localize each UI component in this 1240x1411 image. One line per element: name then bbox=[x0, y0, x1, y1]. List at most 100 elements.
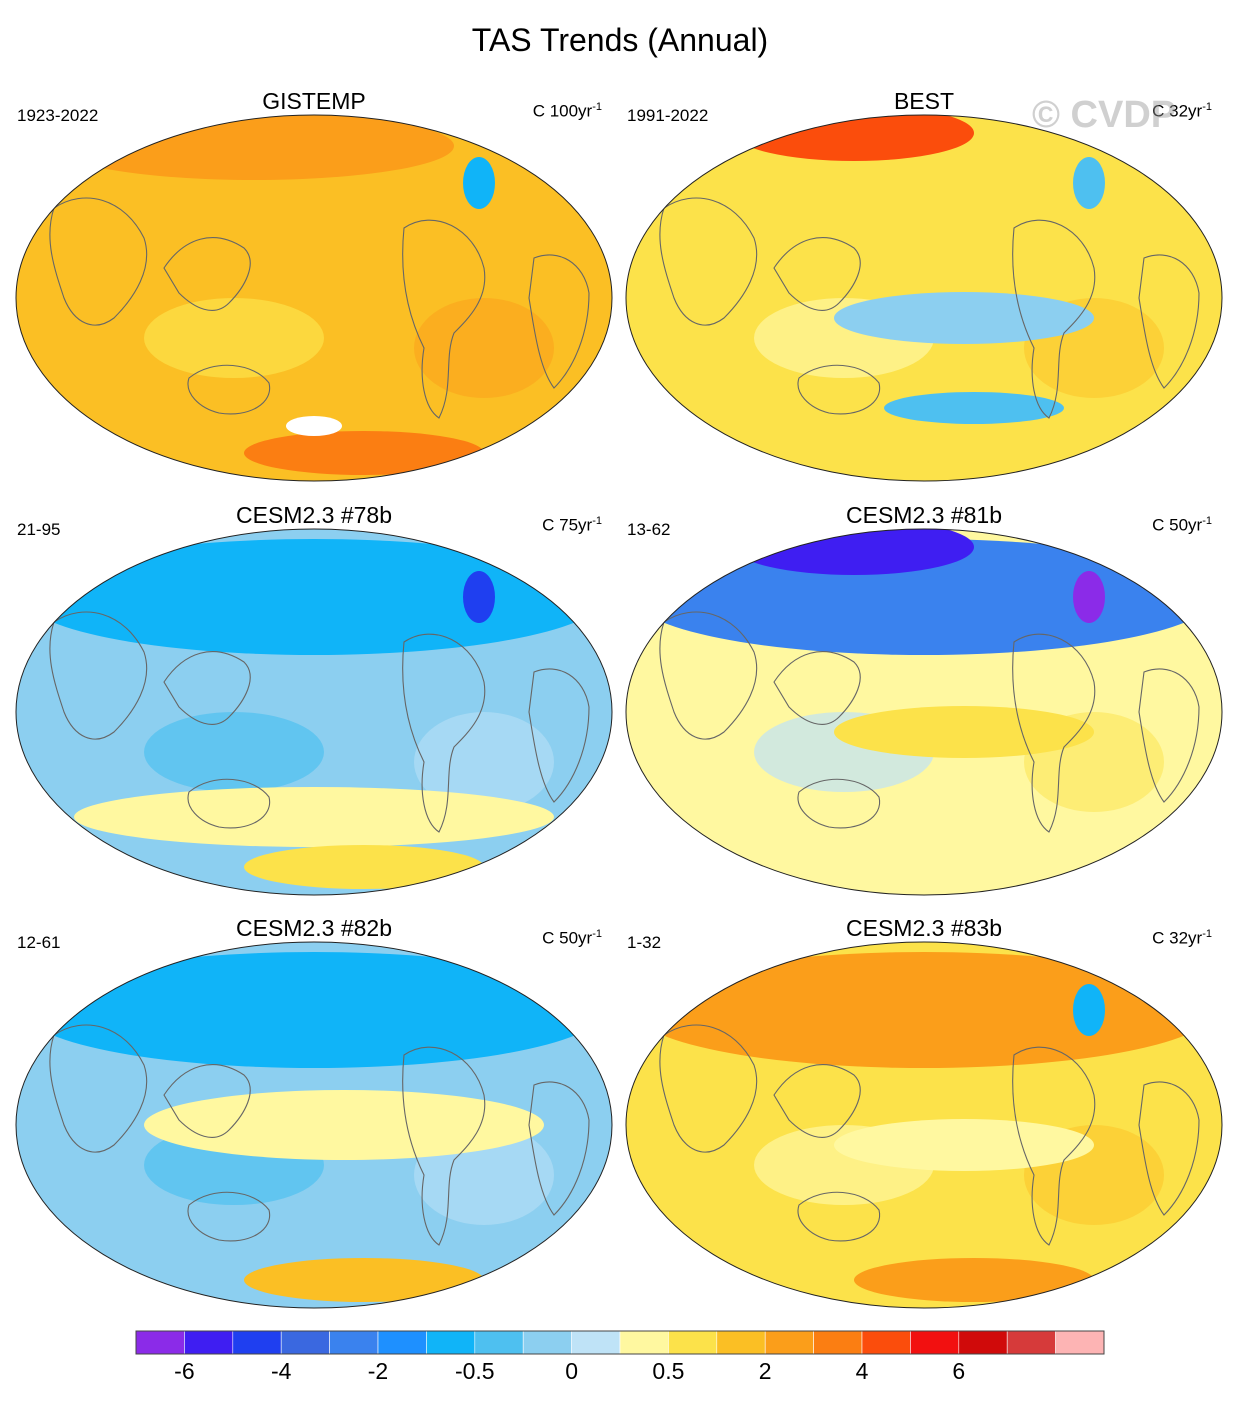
colorbar-bin bbox=[232, 1330, 282, 1355]
map-border bbox=[15, 528, 613, 896]
colorbar-tick-label: -4 bbox=[271, 1358, 292, 1384]
map-best bbox=[625, 114, 1223, 482]
field-feature-north bbox=[24, 952, 604, 1068]
panel-title: CESM2.3 #83b bbox=[846, 915, 1002, 941]
colorbar-bin bbox=[329, 1330, 379, 1355]
map-field bbox=[16, 115, 612, 481]
colorbar-outline bbox=[135, 1330, 1105, 1355]
field-patch bbox=[144, 712, 324, 792]
field-feature-greenland bbox=[1073, 571, 1105, 623]
colorbar-tick-label: -6 bbox=[174, 1358, 194, 1384]
panel-period: 1923-2022 bbox=[17, 106, 99, 125]
field-feature-antarctic bbox=[244, 845, 484, 889]
field-feature-tropical-pacific bbox=[834, 1119, 1094, 1171]
panel-units: C 32yr-1 bbox=[1152, 928, 1212, 948]
map-cesm-81b bbox=[625, 528, 1223, 896]
panel-period: 1991-2022 bbox=[627, 106, 709, 125]
coastline bbox=[402, 1046, 486, 1246]
panel-units: C 50yr-1 bbox=[1152, 515, 1212, 535]
map-border bbox=[625, 941, 1223, 1309]
map-border bbox=[15, 941, 613, 1309]
colorbar-bin bbox=[474, 1330, 524, 1355]
map-gistemp bbox=[15, 114, 613, 482]
colorbar-tick-label: 2 bbox=[759, 1358, 772, 1384]
coastline bbox=[1012, 1046, 1096, 1246]
panel-title: CESM2.3 #82b bbox=[236, 915, 392, 941]
colorbar-bin bbox=[135, 1330, 185, 1355]
field-feature-greenland bbox=[1073, 984, 1105, 1036]
panel-units: C 32yr-1 bbox=[1152, 101, 1212, 121]
map-field bbox=[16, 529, 612, 895]
colorbar-bin bbox=[1006, 1330, 1056, 1355]
colorbar-bin bbox=[813, 1330, 863, 1355]
chart-title: TAS Trends (Annual) bbox=[471, 22, 769, 58]
colorbar-tick-label: 0 bbox=[565, 1358, 578, 1384]
panel-units: C 75yr-1 bbox=[542, 515, 602, 535]
coastline bbox=[1138, 1081, 1200, 1216]
coastline bbox=[49, 1024, 148, 1153]
field-feature-tropical-pacific bbox=[834, 292, 1094, 344]
colorbar-bin bbox=[958, 1330, 1008, 1355]
colorbar-bin bbox=[280, 1330, 330, 1355]
panel-units: C 100yr-1 bbox=[532, 101, 602, 121]
coastline bbox=[1138, 668, 1200, 803]
field-feature-greenland bbox=[463, 157, 495, 209]
map-field bbox=[626, 529, 1222, 895]
map-panel-cesm-83b: CESM2.3 #83b 1-32 C 32yr-1 bbox=[624, 915, 1224, 1310]
map-border bbox=[625, 114, 1223, 482]
panel-units: C 50yr-1 bbox=[542, 928, 602, 948]
map-field bbox=[626, 942, 1222, 1308]
panel-period: 21-95 bbox=[17, 520, 61, 539]
coastline bbox=[528, 668, 590, 803]
map-cesm-82b bbox=[15, 941, 613, 1309]
field-feature-southern-ocean bbox=[884, 392, 1064, 424]
colorbar-bin bbox=[571, 1330, 621, 1355]
coastline bbox=[528, 254, 590, 389]
coastline bbox=[163, 651, 251, 725]
coastline bbox=[49, 197, 148, 326]
panel-period: 1-32 bbox=[627, 933, 662, 952]
field-feature-greenland bbox=[1073, 157, 1105, 209]
field-feature-greenland bbox=[463, 571, 495, 623]
colorbar-tick-label: 6 bbox=[952, 1358, 965, 1384]
coastline bbox=[187, 364, 271, 415]
field-feature-antarctic bbox=[854, 1258, 1094, 1302]
field-feature-mid-band bbox=[144, 1090, 544, 1160]
map-field bbox=[626, 115, 1222, 481]
colorbar-bin bbox=[668, 1330, 718, 1355]
coastline bbox=[187, 1191, 271, 1242]
cvdp-watermark: © CVDP bbox=[1032, 94, 1177, 136]
coastline bbox=[402, 219, 486, 419]
colorbar-bin bbox=[184, 1330, 234, 1355]
field-feature-ant-missing bbox=[286, 416, 342, 436]
coastline bbox=[659, 1024, 758, 1153]
field-feature-southern-band bbox=[74, 787, 554, 847]
panel-period: 13-62 bbox=[627, 520, 671, 539]
panel-title: CESM2.3 #78b bbox=[236, 502, 392, 528]
coastline bbox=[1012, 633, 1096, 833]
panel-title: BEST bbox=[893, 88, 955, 114]
coastline bbox=[773, 1064, 861, 1138]
map-border bbox=[625, 528, 1223, 896]
coastline bbox=[1012, 219, 1096, 419]
colorbar-bin bbox=[522, 1330, 572, 1355]
colorbar-bin bbox=[764, 1330, 814, 1355]
coastline bbox=[1138, 254, 1200, 389]
colorbar-bin bbox=[377, 1330, 427, 1355]
field-feature-antarctic bbox=[244, 1258, 484, 1302]
map-panel-cesm-82b: CESM2.3 #82b 12-61 C 50yr-1 bbox=[14, 915, 614, 1310]
field-feature-antarctic bbox=[244, 431, 484, 475]
colorbar-tick-label: -2 bbox=[368, 1358, 388, 1384]
panel-period: 12-61 bbox=[17, 933, 61, 952]
map-panel-cesm-78b: CESM2.3 #78b 21-95 C 75yr-1 bbox=[14, 502, 614, 897]
coastline bbox=[402, 633, 486, 833]
coastline bbox=[187, 778, 271, 829]
field-feature-north bbox=[24, 539, 604, 655]
coastline bbox=[163, 1064, 251, 1138]
field-patch bbox=[414, 712, 554, 812]
coastline bbox=[528, 1081, 590, 1216]
panel-title: CESM2.3 #81b bbox=[846, 502, 1002, 528]
panel-title: GISTEMP bbox=[262, 88, 366, 114]
coastline bbox=[773, 237, 861, 311]
map-panel-cesm-81b: CESM2.3 #81b 13-62 C 50yr-1 bbox=[624, 502, 1224, 897]
